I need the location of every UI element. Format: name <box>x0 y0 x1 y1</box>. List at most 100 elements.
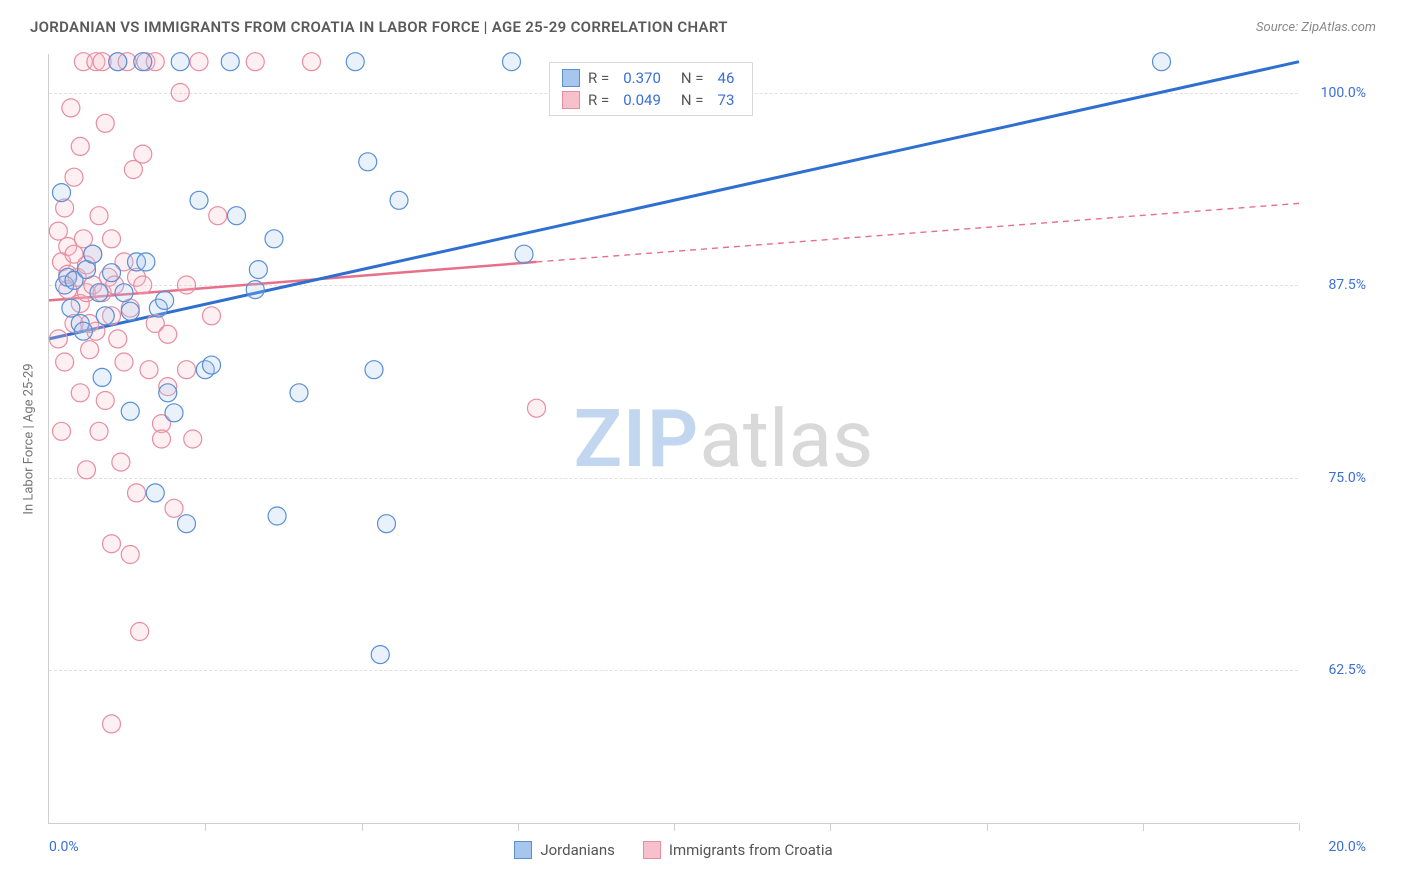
legend-row-jordanians: R =0.370N =46 <box>562 67 740 89</box>
scatter-point <box>96 114 114 132</box>
scatter-point <box>71 137 89 155</box>
x-tick <box>205 823 206 831</box>
scatter-point <box>93 368 111 386</box>
series-legend: Jordanians Immigrants from Croatia <box>49 841 1298 859</box>
x-tick-max: 20.0% <box>1328 839 1366 855</box>
bottom-legend-item-croatia: Immigrants from Croatia <box>643 841 833 859</box>
scatter-point <box>153 430 171 448</box>
scatter-point <box>303 53 321 71</box>
scatter-point <box>124 161 142 179</box>
scatter-point <box>121 546 139 564</box>
scatter-point <box>249 261 267 279</box>
scatter-point <box>503 53 521 71</box>
scatter-point <box>159 325 177 343</box>
chart-title: JORDANIAN VS IMMIGRANTS FROM CROATIA IN … <box>30 18 728 36</box>
legend-n-label: N = <box>681 69 704 87</box>
scatter-point <box>1153 53 1171 71</box>
scatter-point <box>209 207 227 225</box>
legend-swatch <box>562 91 580 109</box>
scatter-point <box>84 245 102 263</box>
scatter-point <box>268 507 286 525</box>
scatter-point <box>515 245 533 263</box>
scatter-point <box>221 53 239 71</box>
scatter-point <box>71 384 89 402</box>
legend-n-value: 73 <box>718 91 735 109</box>
scatter-point <box>390 191 408 209</box>
scatter-point <box>346 53 364 71</box>
scatter-point <box>140 361 158 379</box>
scatter-point <box>184 430 202 448</box>
y-tick-label: 87.5% <box>1306 277 1366 293</box>
scatter-point <box>90 284 108 302</box>
scatter-point <box>146 484 164 502</box>
legend-swatch <box>514 841 532 859</box>
legend-r-value: 0.370 <box>623 69 661 87</box>
legend-row-croatia: R = 0.049 N = 73 <box>562 89 740 111</box>
x-tick <box>987 823 988 831</box>
header-row: JORDANIAN VS IMMIGRANTS FROM CROATIA IN … <box>0 0 1406 42</box>
scatter-point <box>103 535 121 553</box>
scatter-point <box>246 281 264 299</box>
scatter-point <box>90 207 108 225</box>
scatter-point <box>65 168 83 186</box>
legend-n-label: N = <box>681 91 704 109</box>
legend-r-label: R = <box>588 91 609 109</box>
scatter-point <box>74 322 92 340</box>
scatter-point <box>378 515 396 533</box>
y-tick-label: 100.0% <box>1306 85 1366 101</box>
scatter-point <box>128 484 146 502</box>
scatter-point <box>131 623 149 641</box>
scatter-point <box>56 353 74 371</box>
scatter-point <box>165 404 183 422</box>
scatter-point <box>137 253 155 271</box>
scatter-point <box>90 422 108 440</box>
scatter-point <box>96 392 114 410</box>
scatter-point <box>134 53 152 71</box>
legend-label: Immigrants from Croatia <box>669 841 833 859</box>
scatter-point <box>134 276 152 294</box>
scatter-point <box>190 191 208 209</box>
scatter-point <box>365 361 383 379</box>
scatter-point <box>49 330 67 348</box>
scatter-point <box>203 307 221 325</box>
x-tick <box>518 823 519 831</box>
legend-swatch <box>643 841 661 859</box>
scatter-point <box>178 515 196 533</box>
scatter-point <box>171 84 189 102</box>
scatter-point <box>178 276 196 294</box>
scatter-point <box>528 399 546 417</box>
x-tick <box>674 823 675 831</box>
scatter-point <box>109 53 127 71</box>
y-axis-label: In Labor Force | Age 25-29 <box>22 363 37 514</box>
correlation-legend: R =0.370N =46R =0.049N =73 <box>549 62 753 116</box>
scatter-point <box>74 230 92 248</box>
trend-line-ext-croatia <box>537 203 1300 262</box>
scatter-point <box>103 264 121 282</box>
legend-r-label: R = <box>588 69 609 87</box>
legend-label: Jordanians <box>540 841 615 859</box>
x-tick <box>362 823 363 831</box>
scatter-point <box>103 230 121 248</box>
scatter-point <box>49 222 67 240</box>
scatter-point <box>171 53 189 71</box>
scatter-svg <box>49 54 1298 823</box>
scatter-point <box>121 402 139 420</box>
scatter-point <box>246 53 264 71</box>
scatter-point <box>53 184 71 202</box>
legend-r-value: 0.049 <box>623 91 661 109</box>
scatter-point <box>62 299 80 317</box>
scatter-point <box>109 330 127 348</box>
plot-area: In Labor Force | Age 25-29 62.5%75.0%87.… <box>48 54 1298 824</box>
scatter-point <box>134 145 152 163</box>
x-tick <box>830 823 831 831</box>
scatter-point <box>56 199 74 217</box>
scatter-point <box>203 356 221 374</box>
x-tick <box>1299 823 1300 831</box>
scatter-point <box>290 384 308 402</box>
scatter-point <box>228 207 246 225</box>
scatter-point <box>112 453 130 471</box>
x-tick <box>1143 823 1144 831</box>
legend-swatch <box>562 69 580 87</box>
scatter-point <box>190 53 208 71</box>
scatter-point <box>165 499 183 517</box>
